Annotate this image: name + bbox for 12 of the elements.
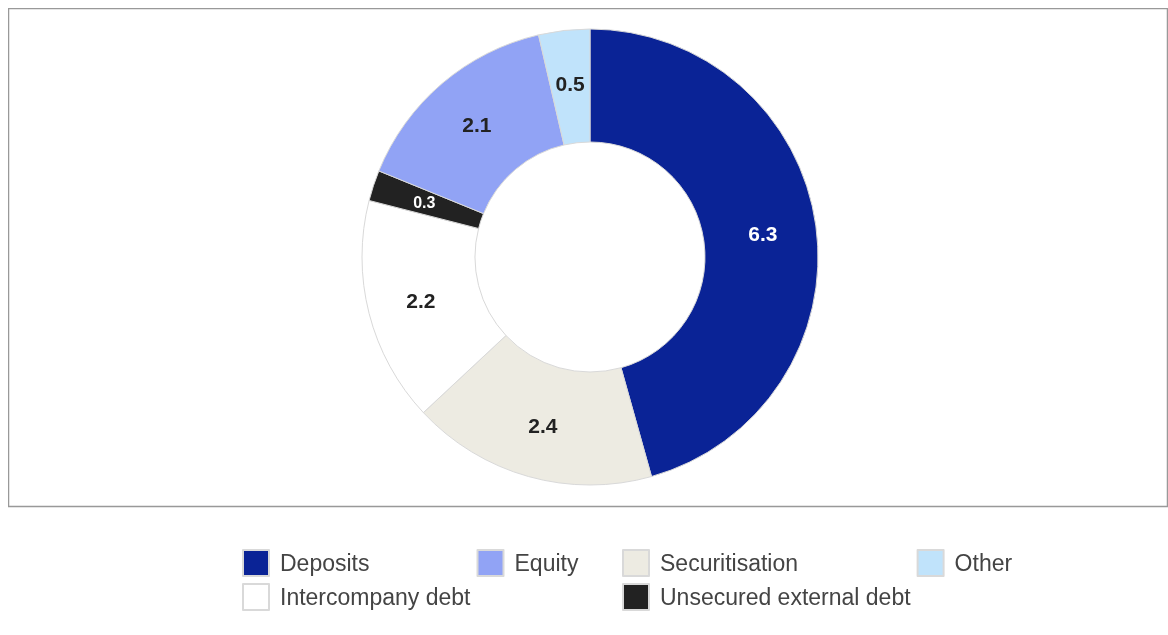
data-label: 2.4: [528, 413, 558, 437]
data-label: 2.2: [406, 288, 436, 312]
data-label: 0.5: [555, 72, 586, 96]
data-label: 0.3: [413, 193, 436, 211]
legend-label: Securitisation: [660, 550, 799, 576]
legend-label: Deposits: [280, 550, 370, 576]
data-label: 2.1: [462, 112, 492, 136]
data-label: 6.3: [748, 221, 778, 245]
legend-label: Equity: [514, 550, 579, 576]
legend-label: Intercompany debt: [280, 584, 472, 610]
legend-label: Other: [954, 550, 1013, 576]
legend-label: Unsecured external debt: [660, 584, 912, 610]
